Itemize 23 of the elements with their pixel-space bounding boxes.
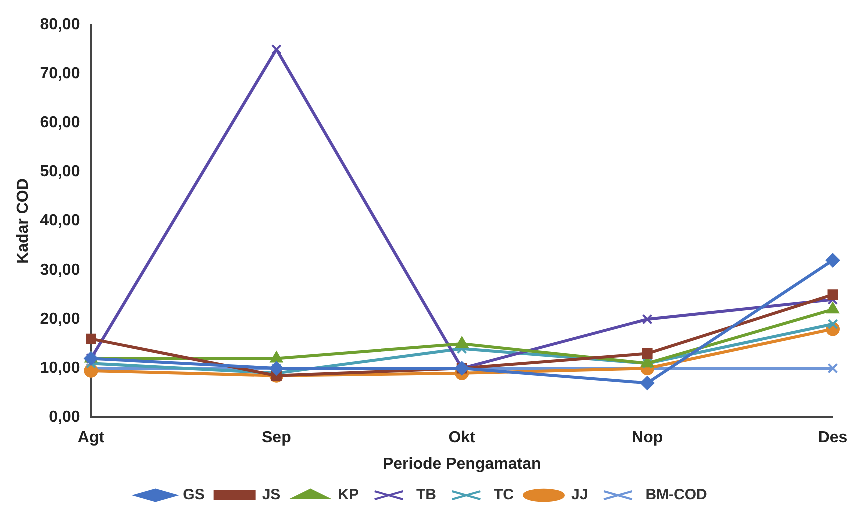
x-tick-label: Des	[818, 430, 848, 447]
legend-label: JS	[262, 486, 281, 504]
y-tick-label: 0,00	[49, 409, 80, 426]
y-tick-label: 20,00	[40, 310, 80, 328]
y-tick-label: 10,00	[40, 360, 80, 377]
x-axis-title: Periode Pengamatan	[382, 456, 542, 473]
y-tick-label: 80,00	[40, 16, 80, 34]
legend-label: GS	[183, 486, 205, 504]
y-tick-label: 70,00	[40, 65, 80, 82]
legend-label: JJ	[572, 486, 588, 504]
y-axis-title: Kadar COD	[15, 178, 32, 264]
x-tick-label: Nop	[632, 430, 664, 447]
x-tick-label: Agt	[78, 430, 106, 447]
x-tick-label: Okt	[448, 430, 476, 447]
legend-label: TC	[494, 486, 514, 504]
legend-label: TB	[416, 486, 437, 504]
legend-label: KP	[338, 486, 360, 504]
x-tick-label: Sep	[262, 430, 292, 447]
y-tick-label: 40,00	[40, 212, 80, 230]
y-tick-label: 60,00	[40, 114, 80, 132]
legend-label: BM-COD	[646, 486, 708, 504]
y-tick-label: 30,00	[40, 262, 80, 279]
y-tick-label: 50,00	[40, 164, 80, 181]
